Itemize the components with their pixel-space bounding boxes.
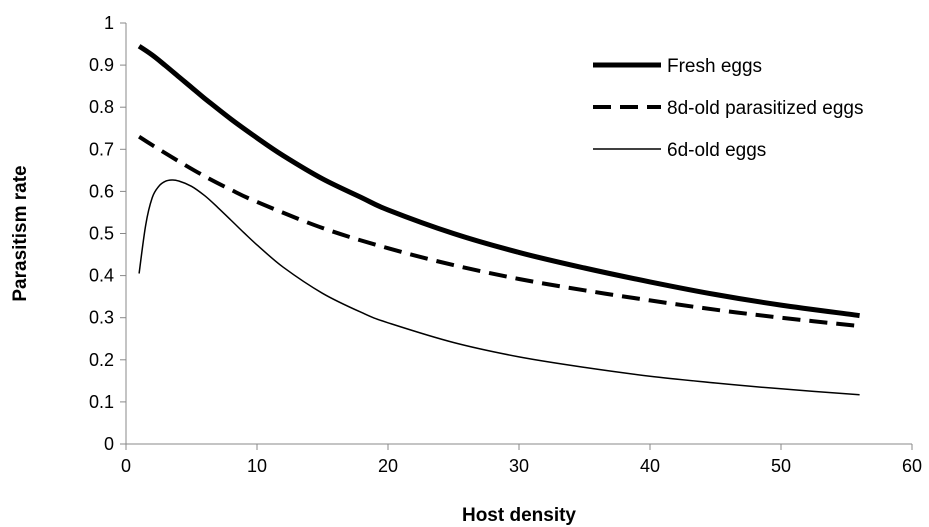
legend-label: Fresh eggs <box>667 56 762 77</box>
x-tick-label: 20 <box>378 456 398 476</box>
y-tick-label: 0.8 <box>89 97 114 117</box>
series-line-6d-old-eggs <box>138 179 860 396</box>
x-tick-label: 40 <box>640 456 660 476</box>
y-tick-label: 0.7 <box>89 139 114 159</box>
x-tick-label: 60 <box>902 456 922 476</box>
x-tick-label: 30 <box>509 456 529 476</box>
x-axis-title: Host density <box>462 505 576 526</box>
y-axis-title: Parasitism rate <box>10 165 31 301</box>
x-tick-label: 50 <box>771 456 791 476</box>
series-line-8d-old-parasitized-eggs <box>138 135 860 329</box>
y-tick-label: 0.3 <box>89 308 114 328</box>
x-tick-label: 0 <box>121 456 131 476</box>
legend-label: 6d-old eggs <box>667 140 766 161</box>
y-tick-label: 0 <box>104 434 114 454</box>
legend: Fresh eggs 8d-old parasitized eggs 6d-old … <box>593 56 863 161</box>
y-tick-label: 1 <box>104 13 114 33</box>
series-line-fresh-eggs <box>137 44 860 319</box>
y-tick-label: 0.9 <box>89 55 114 75</box>
x-axis-ticks: 0 10 20 30 40 50 60 <box>121 444 922 476</box>
y-tick-label: 0.2 <box>89 350 114 370</box>
y-tick-label: 0.6 <box>89 181 114 201</box>
y-axis-ticks: 0 0.1 0.2 0.3 0.4 0.5 0.6 0.7 0.8 0.9 1 <box>89 13 126 454</box>
x-tick-label: 10 <box>247 456 267 476</box>
y-tick-label: 0.4 <box>89 266 114 286</box>
y-tick-label: 0.5 <box>89 224 114 244</box>
series-layer <box>137 44 860 396</box>
y-tick-label: 0.1 <box>89 392 114 412</box>
legend-label: 8d-old parasitized eggs <box>667 98 863 119</box>
